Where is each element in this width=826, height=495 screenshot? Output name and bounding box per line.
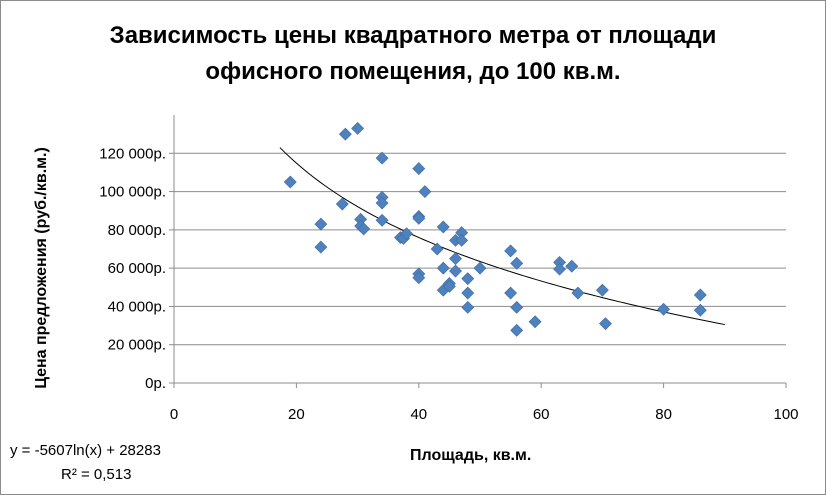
data-point xyxy=(375,151,389,165)
trendline-r-squared: R² = 0,513 xyxy=(61,466,132,483)
data-point xyxy=(473,261,487,275)
data-point xyxy=(338,127,352,141)
x-tick-label: 40 xyxy=(410,406,427,423)
data-point xyxy=(599,317,612,331)
y-tick-label: 0р. xyxy=(145,375,166,392)
data-point xyxy=(357,222,371,236)
x-axis-label: Площадь, кв.м. xyxy=(410,447,532,464)
data-point xyxy=(553,262,566,276)
trendline xyxy=(279,147,725,326)
data-point xyxy=(510,300,524,314)
data-point xyxy=(455,233,469,247)
trendline-equation: y = -5607ln(x) + 28283 xyxy=(10,442,161,459)
data-point xyxy=(283,175,297,189)
x-tick-labels: 0 20 40 60 80 100 xyxy=(170,406,799,423)
data-point xyxy=(351,121,365,135)
data-point xyxy=(375,196,389,210)
chart-title-line-2: офисного помещения, до 100 кв.м. xyxy=(205,58,621,85)
data-point xyxy=(504,286,518,300)
data-point xyxy=(461,272,475,286)
data-point xyxy=(510,256,524,270)
chart-title-line-1: Зависимость цены квадратного метра от пл… xyxy=(109,22,717,49)
y-tick-label: 120 000р. xyxy=(99,145,166,162)
x-tick-label: 60 xyxy=(533,406,550,423)
data-point xyxy=(430,242,444,256)
data-point xyxy=(412,162,426,176)
data-point xyxy=(400,227,413,241)
x-tick-label: 100 xyxy=(773,406,798,423)
data-point xyxy=(449,252,462,265)
data-point xyxy=(335,197,349,211)
y-tick-label: 40 000р. xyxy=(108,298,166,315)
data-point xyxy=(504,244,518,258)
data-point xyxy=(436,220,450,234)
y-tick-labels: 0р. 20 000р. 40 000р. 60 000р. 80 000р. 100 0… xyxy=(99,145,166,392)
data-point xyxy=(461,286,475,300)
data-point xyxy=(375,213,389,227)
y-tick-label: 20 000р. xyxy=(108,337,166,354)
data-point xyxy=(565,259,579,273)
data-point xyxy=(436,261,450,275)
x-tick-label: 20 xyxy=(288,406,305,423)
data-point xyxy=(449,264,462,278)
data-point xyxy=(595,283,609,297)
data-point xyxy=(314,240,328,254)
x-tick-label: 80 xyxy=(655,406,672,423)
data-point xyxy=(693,288,707,302)
data-point xyxy=(314,217,328,231)
data-point xyxy=(461,300,475,314)
data-point xyxy=(412,211,426,225)
trendline-layer xyxy=(279,147,725,326)
data-point xyxy=(412,271,426,285)
data-points xyxy=(283,121,707,337)
data-point xyxy=(418,185,432,198)
axes xyxy=(169,115,787,388)
grid-lines xyxy=(174,152,786,346)
y-tick-label: 80 000р. xyxy=(108,222,166,239)
y-tick-label: 100 000р. xyxy=(99,184,166,201)
data-point xyxy=(510,323,524,337)
y-tick-label: 60 000р. xyxy=(108,260,166,277)
y-axis-label: Цена предложения (руб./кв.м.) xyxy=(33,147,50,389)
x-tick-label: 0 xyxy=(170,406,178,423)
data-point xyxy=(657,302,671,316)
data-point xyxy=(693,303,707,317)
data-point xyxy=(442,279,456,293)
data-point xyxy=(571,286,585,300)
data-point xyxy=(528,315,542,329)
